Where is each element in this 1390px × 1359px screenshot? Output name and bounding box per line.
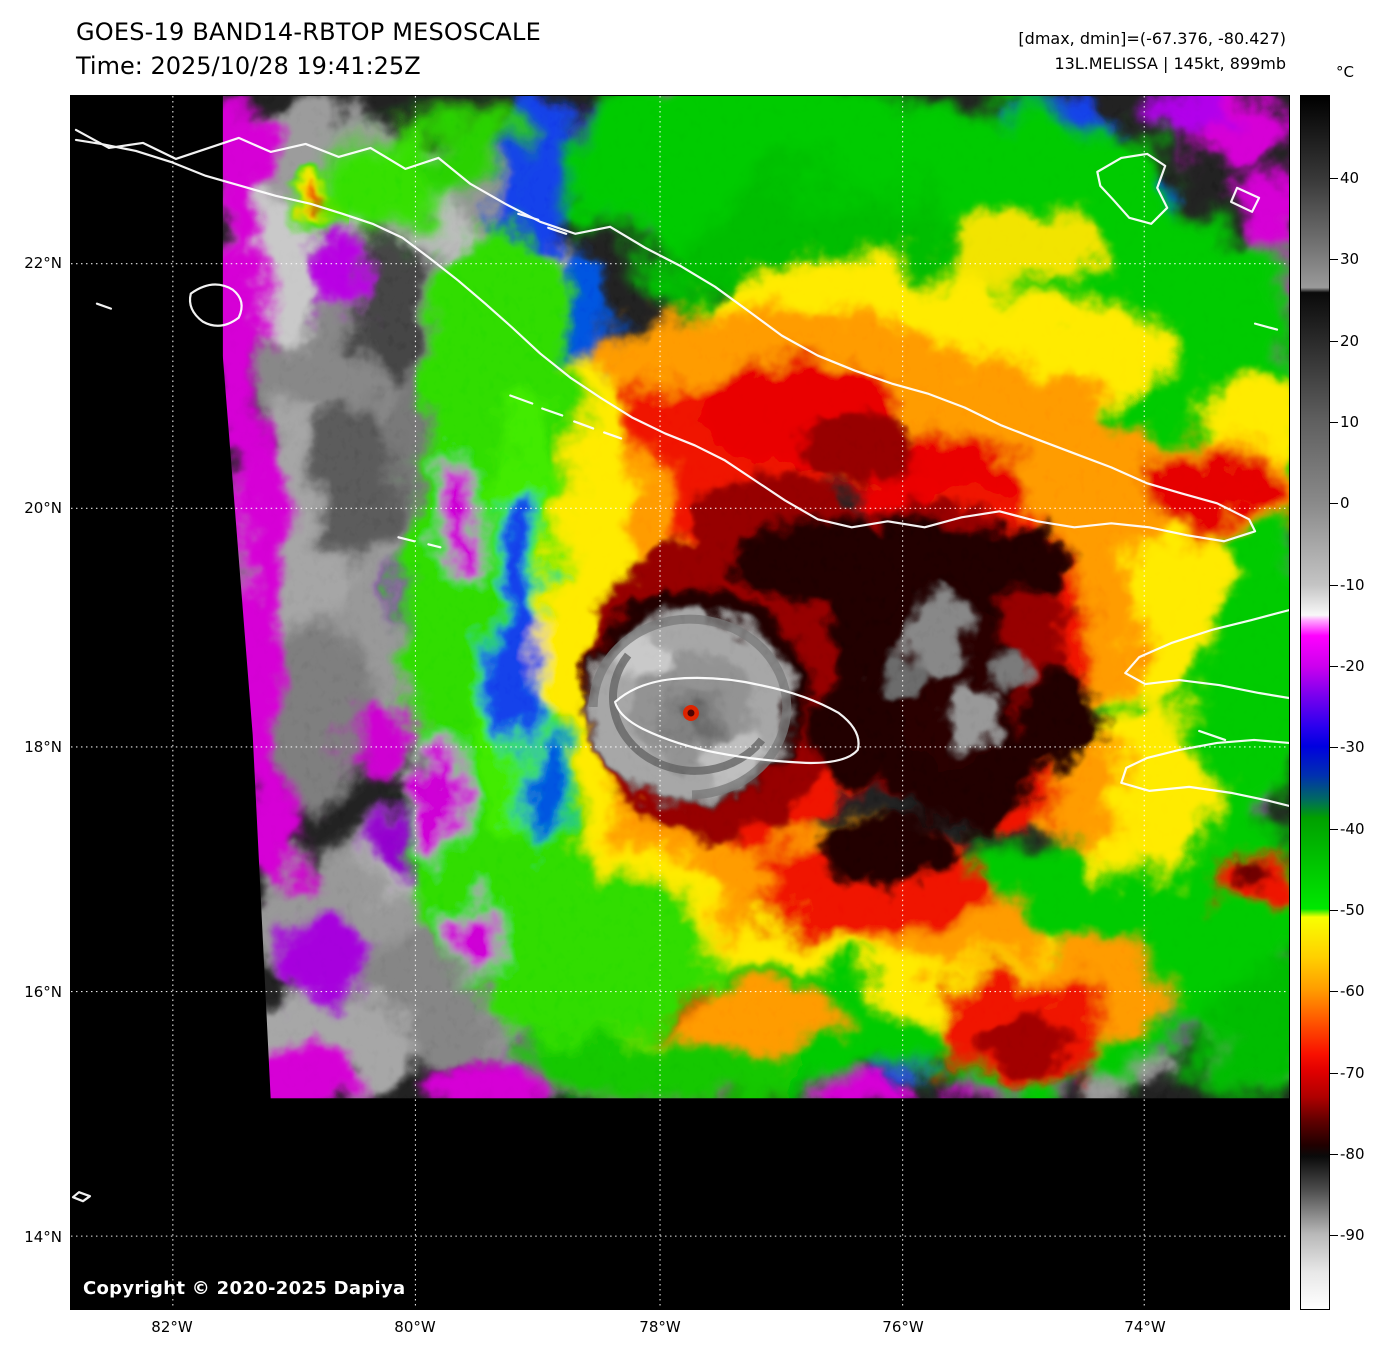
lat-label-22n: 22°N [24, 254, 62, 272]
colorbar-tick-label: -50 [1330, 901, 1386, 919]
storm-info: 13L.MELISSA | 145kt, 899mb [1054, 54, 1286, 73]
lon-label-80w: 80°W [394, 1318, 436, 1336]
colorbar-tick-label: 30 [1330, 250, 1386, 268]
lon-label-78w: 78°W [639, 1318, 681, 1336]
satellite-image [71, 96, 1289, 1309]
coastlines-layer [71, 128, 1289, 1203]
graticule-layer [71, 96, 1289, 1309]
cayman-islands [397, 536, 442, 549]
colorbar-tick-label: -70 [1330, 1064, 1386, 1082]
lat-label-14n: 14°N [24, 1228, 62, 1246]
lat-label-20n: 20°N [24, 499, 62, 517]
lat-label-18n: 18°N [24, 738, 62, 756]
hispaniola-north-peninsula [1124, 609, 1289, 700]
cuban-keys [509, 212, 623, 440]
colorbar-tick-label: -10 [1330, 576, 1386, 594]
lon-label-76w: 76°W [882, 1318, 924, 1336]
dmax-dmin-readout: [dmax, dmin]=(-67.376, -80.427) [1018, 29, 1286, 48]
colorbar-tick-label: 20 [1330, 332, 1386, 350]
colorbar-tick-label: 40 [1330, 169, 1386, 187]
small-islets [71, 302, 113, 1203]
isla-de-la-juventud [188, 283, 243, 327]
colorbar-tick-label: -20 [1330, 657, 1386, 675]
jamaica-coastline [614, 676, 860, 765]
colorbar-tick-label: -90 [1330, 1226, 1386, 1244]
texture-grain [222, 96, 1289, 1099]
colorbar-tick-label: -30 [1330, 738, 1386, 756]
colorbar-tick-label: -40 [1330, 820, 1386, 838]
colorbar-tick-label: -80 [1330, 1145, 1386, 1163]
lat-label-16n: 16°N [24, 983, 62, 1001]
product-title: GOES-19 BAND14-RBTOP MESOSCALE [76, 18, 541, 46]
copyright-watermark: Copyright © 2020-2025 Dapiya [83, 1278, 406, 1299]
cuba-coastline [74, 128, 1257, 543]
colorbar-tick-label: 0 [1330, 494, 1386, 512]
bahamas-islands [1096, 152, 1279, 331]
hispaniola-south-peninsula [1120, 738, 1289, 807]
colorbar-tick-label: -60 [1330, 982, 1386, 1000]
colorbar [1300, 95, 1330, 1310]
timestamp: Time: 2025/10/28 19:41:25Z [76, 52, 421, 80]
colorbar-tick-label: 10 [1330, 413, 1386, 431]
gonave-island [1198, 729, 1227, 742]
colorbar-unit-label: °C [1336, 63, 1354, 81]
lon-label-74w: 74°W [1124, 1318, 1166, 1336]
lon-label-82w: 82°W [151, 1318, 193, 1336]
satellite-map: Copyright © 2020-2025 Dapiya [70, 95, 1290, 1310]
